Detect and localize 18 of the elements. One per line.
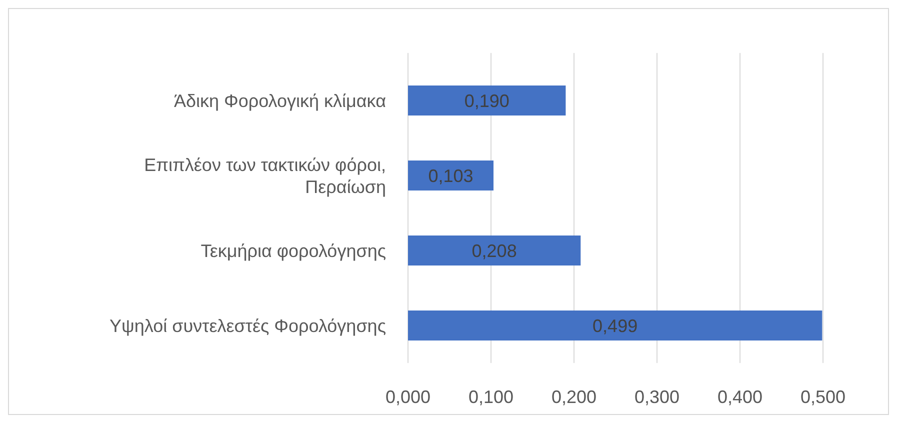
x-tick-label: 0,000 xyxy=(385,387,431,407)
data-label: 0,103 xyxy=(428,166,474,186)
x-tick-label: 0,300 xyxy=(634,387,680,407)
data-label: 0,208 xyxy=(472,240,517,261)
x-tick-label: 0,500 xyxy=(800,387,846,407)
x-tick-label: 0,100 xyxy=(468,387,514,407)
x-tick-label: 0,200 xyxy=(551,387,597,407)
bar xyxy=(408,86,566,116)
bar xyxy=(408,236,581,266)
data-label: 0,499 xyxy=(592,316,638,336)
data-label: 0,190 xyxy=(464,90,510,111)
y-tick-label: Τεκμήρια φορολόγησης xyxy=(200,240,386,261)
y-tick-label: Άδικη Φορολογική κλίμακα xyxy=(174,90,386,111)
y-tick-label: Επιπλέον των τακτικών φόροι, Περαίωση xyxy=(144,154,386,197)
bar xyxy=(408,160,494,190)
x-tick-label: 0,400 xyxy=(717,387,763,407)
bar xyxy=(408,310,822,340)
y-tick-label: Υψηλοί συντελεστές Φορολόγησης xyxy=(110,316,386,336)
